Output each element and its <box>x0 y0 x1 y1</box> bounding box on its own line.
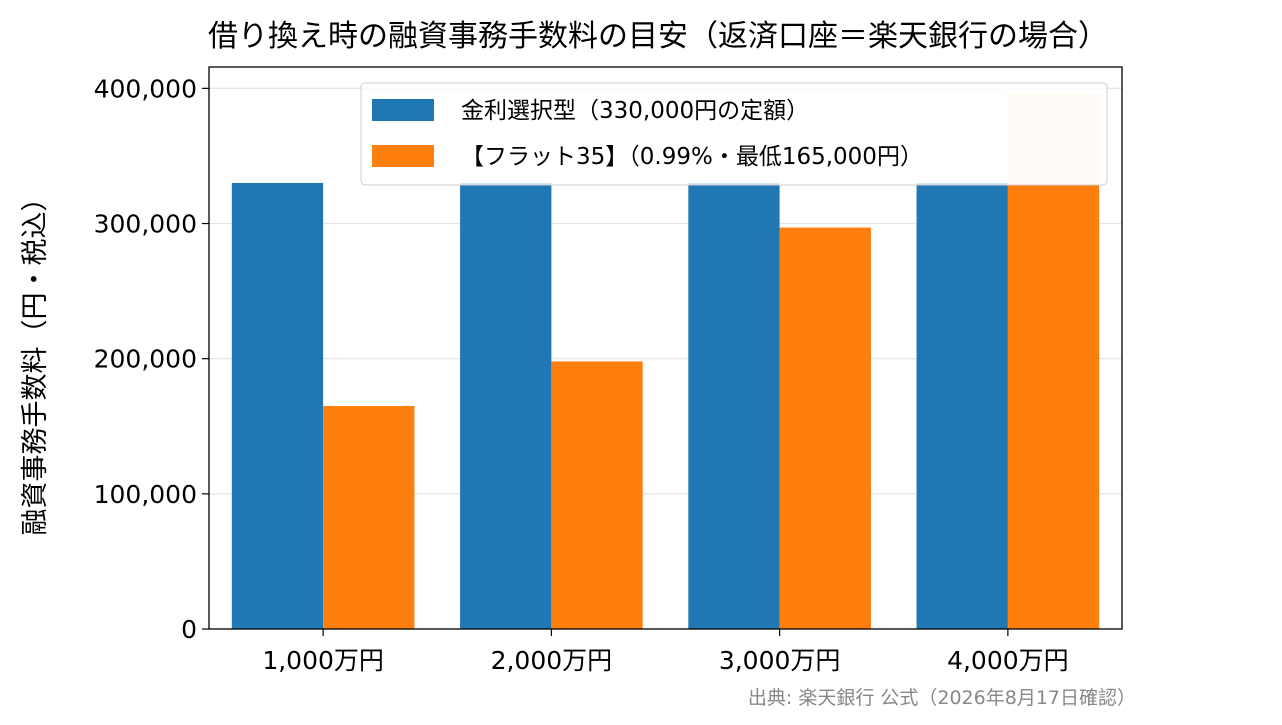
chart-title: 借り換え時の融資事務手数料の目安（返済口座＝楽天銀行の場合） <box>208 19 1108 54</box>
y-axis: 0 100,000 200,000 300,000 400,000 <box>94 74 209 644</box>
x-tick-label: 1,000万円 <box>262 646 384 675</box>
y-tick-label: 400,000 <box>94 74 197 103</box>
x-axis: 1,000万円 2,000万円 3,000万円 4,000万円 <box>262 629 1069 675</box>
y-tick-label: 0 <box>181 615 197 644</box>
plot-frame <box>208 66 1123 630</box>
bar-series-1-2 <box>460 182 552 629</box>
y-tick-label: 200,000 <box>94 345 197 374</box>
y-tick-label: 300,000 <box>94 210 197 239</box>
bar-series-1-1 <box>231 182 324 629</box>
x-tick-label: 4,000万円 <box>947 646 1069 675</box>
bars <box>231 93 1100 630</box>
y-axis-label: 融資事務手数料（円・税込） <box>20 185 51 536</box>
legend-swatch-series-2 <box>372 145 434 167</box>
legend-label-series-2: 【フラット35】（0.99%・最低165,000円） <box>461 144 923 170</box>
x-tick-label: 3,000万円 <box>719 646 841 675</box>
legend-box <box>360 82 1108 186</box>
legend-label-series-1: 金利選択型（330,000円の定額） <box>461 98 809 124</box>
bar-series-2-2 <box>551 361 643 629</box>
bar-series-2-1 <box>323 405 415 629</box>
y-tick-label: 100,000 <box>94 480 197 509</box>
source-note: 出典: 楽天銀行 公式（2026年8月17日確認） <box>748 687 1136 709</box>
bar-series-1-4 <box>916 182 1008 629</box>
legend: 金利選択型（330,000円の定額） 【フラット35】（0.99%・最低165,… <box>360 82 1108 186</box>
legend-swatch-series-1 <box>372 99 434 121</box>
bar-series-1-3 <box>688 182 780 629</box>
bar-series-2-3 <box>779 227 871 630</box>
x-tick-label: 2,000万円 <box>491 646 613 675</box>
